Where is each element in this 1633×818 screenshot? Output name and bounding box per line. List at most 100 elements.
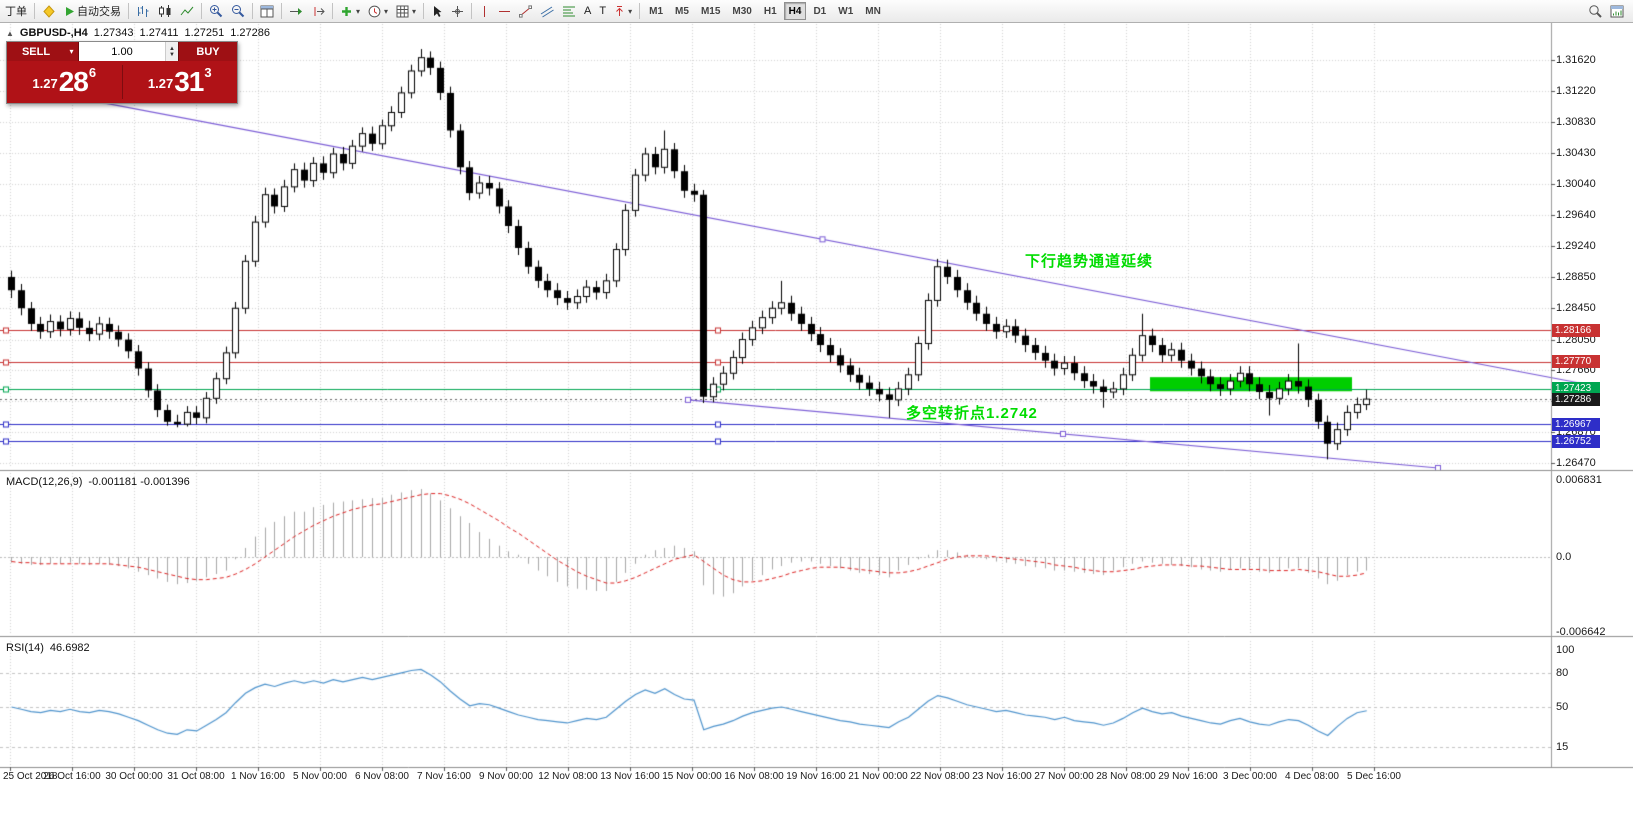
- toolbar-tile-windows-button[interactable]: [256, 1, 278, 21]
- price-line-tag-1.27770[interactable]: 1.27770: [1552, 355, 1600, 368]
- timeframe-m15-button[interactable]: M15: [696, 2, 725, 20]
- toolbar-indicators-button[interactable]: ▾: [336, 1, 364, 21]
- macd-axis-label: -0.006642: [1556, 626, 1606, 639]
- diamond-yellow-icon: [42, 4, 56, 18]
- zoom-in-icon: [209, 4, 223, 18]
- volume-dropdown-caret-icon[interactable]: ▾: [65, 42, 78, 61]
- timeframe-h4-button[interactable]: H4: [783, 2, 807, 20]
- toolbar-chart-shift-button[interactable]: [307, 1, 329, 21]
- rsi-axis-label: 50: [1556, 701, 1569, 713]
- rsi-axis-label: 80: [1556, 666, 1569, 679]
- toolbar-trendline-button[interactable]: [515, 1, 536, 21]
- time-axis-label: 27 Nov 00:00: [1034, 771, 1094, 782]
- toolbar-text-label: A: [584, 5, 592, 17]
- sell-price-big-figure: 1.27: [32, 76, 58, 91]
- toolbar-periods-button[interactable]: ▾: [364, 1, 392, 21]
- timeframe-d1-button[interactable]: D1: [808, 2, 831, 20]
- play-green-icon: [64, 6, 75, 17]
- price-line-tag-1.27286: 1.27286: [1552, 392, 1600, 406]
- buy-price-pips: 31: [174, 66, 204, 97]
- toolbar-separator: [332, 3, 333, 19]
- toolbar-crosshair-button[interactable]: [447, 1, 468, 21]
- top-toolbar: 丁单 自动交易 ▾ ▾ ▾ A T ▾ M1 M5 M15 M30 H1 H4 D1 W1 MN: [0, 0, 1633, 23]
- sell-price-quote[interactable]: 1.27 28 6: [7, 65, 122, 99]
- toolbar-text-button[interactable]: A: [580, 1, 595, 21]
- toolbar-bar-chart-mode-button[interactable]: [132, 1, 154, 21]
- fibo-icon: [562, 5, 576, 18]
- toolbar-mql-community-button[interactable]: [38, 1, 60, 21]
- time-axis-label: 22 Nov 08:00: [910, 771, 970, 782]
- channel-icon: [540, 5, 554, 18]
- buy-price-quote[interactable]: 1.27 31 3: [123, 65, 238, 99]
- toolbar-autotrading-button[interactable]: 自动交易: [60, 1, 125, 21]
- time-axis-label: 7 Nov 16:00: [417, 771, 471, 782]
- dropdown-caret-icon: ▾: [384, 6, 389, 16]
- time-axis-label: 13 Nov 16:00: [600, 771, 660, 782]
- toolbar-search-button[interactable]: [1584, 1, 1606, 21]
- chart-open-value: 1.27343: [93, 27, 134, 39]
- macd-indicator-label: MACD(12,26,9) -0.001181 -0.001396: [6, 476, 190, 488]
- price-axis-label: 1.28850: [1556, 270, 1596, 283]
- timeframe-m30-button[interactable]: M30: [727, 2, 756, 20]
- rsi-axis-label: 15: [1556, 740, 1569, 753]
- price-axis-label: 1.30040: [1556, 177, 1596, 190]
- toolbar-separator: [34, 3, 35, 19]
- timeframe-m1-button[interactable]: M1: [644, 2, 668, 20]
- timeframe-mn-button[interactable]: MN: [860, 2, 886, 20]
- timeframe-m5-button[interactable]: M5: [670, 2, 694, 20]
- timeframe-w1-button[interactable]: W1: [833, 2, 858, 20]
- toolbar-line-chart-mode-button[interactable]: [176, 1, 198, 21]
- price-line-tag-1.26752[interactable]: 1.26752: [1552, 434, 1600, 448]
- time-axis-label: 12 Nov 08:00: [538, 771, 598, 782]
- volume-stepper: ▲ ▼: [165, 42, 178, 61]
- toolbar-separator: [423, 3, 425, 19]
- price-divider: [121, 65, 123, 99]
- toolbar-auto-scroll-button[interactable]: [285, 1, 307, 21]
- toolbar-zoom-in-button[interactable]: [205, 1, 227, 21]
- toolbar-autotrading-label: 自动交易: [77, 6, 121, 18]
- rsi-axis-label: 100: [1556, 644, 1575, 656]
- dropdown-caret-icon: ▾: [628, 6, 633, 16]
- toolbar-templates-button[interactable]: ▾: [392, 1, 420, 21]
- volume-up-arrow-icon[interactable]: ▲: [169, 45, 175, 52]
- time-axis-label: 16 Nov 08:00: [724, 771, 784, 782]
- macd-axis-label: 0.0: [1556, 551, 1572, 563]
- chart-line-icon: [180, 5, 194, 18]
- one-click-trading-panel: SELL ▾ ▲ ▼ BUY 1.27 28 6 1.27 31 3: [6, 41, 238, 104]
- toolbar-candle-chart-mode-button[interactable]: [154, 1, 176, 21]
- arrow-red-icon: [614, 5, 625, 17]
- toolbar-vertical-line-button[interactable]: [475, 1, 494, 21]
- price-axis-label: 1.29240: [1556, 240, 1596, 253]
- toolbar-text-label-button[interactable]: T: [595, 1, 610, 21]
- toolbar-arrows-button[interactable]: ▾: [610, 1, 636, 21]
- macd-axis-label: 0.006831: [1556, 473, 1602, 486]
- crosshair-icon: [451, 5, 464, 18]
- volume-down-arrow-icon[interactable]: ▼: [169, 51, 175, 58]
- toolbar-new-order-button[interactable]: 丁单: [1, 1, 31, 21]
- annotation-downtrend-channel: 下行趋势通道延续: [1025, 252, 1154, 270]
- toolbar-new-chart-window-button[interactable]: [1606, 1, 1628, 21]
- time-axis-label: 5 Dec 16:00: [1347, 771, 1401, 782]
- toolbar-fibonacci-button[interactable]: [558, 1, 580, 21]
- sell-button[interactable]: SELL: [7, 42, 65, 61]
- price-line-tag-1.27423[interactable]: 1.27423: [1552, 382, 1600, 396]
- toolbar-separator: [471, 3, 473, 19]
- window-icon: [1610, 5, 1624, 18]
- timeframe-h1-button[interactable]: H1: [759, 2, 782, 20]
- time-axis-label: 21 Nov 00:00: [848, 771, 908, 782]
- trade-panel-toggle-icon[interactable]: ▲: [6, 28, 14, 38]
- price-line-tag-1.28166[interactable]: 1.28166: [1552, 323, 1600, 337]
- toolbar-cursor-button[interactable]: [427, 1, 447, 21]
- toolbar-zoom-out-button[interactable]: [227, 1, 249, 21]
- toolbar-horizontal-line-button[interactable]: [494, 1, 515, 21]
- price-line-tag-1.26967[interactable]: 1.26967: [1552, 417, 1600, 431]
- buy-button[interactable]: BUY: [179, 42, 237, 61]
- volume-input[interactable]: [79, 42, 165, 61]
- volume-field: ▲ ▼: [78, 42, 179, 61]
- toolbar-equidistant-channel-button[interactable]: [536, 1, 558, 21]
- time-axis-label: 26 Oct 16:00: [43, 771, 101, 782]
- rsi-name: RSI(14): [6, 642, 44, 654]
- clock-icon: [368, 5, 381, 18]
- toolbar-separator: [201, 3, 202, 19]
